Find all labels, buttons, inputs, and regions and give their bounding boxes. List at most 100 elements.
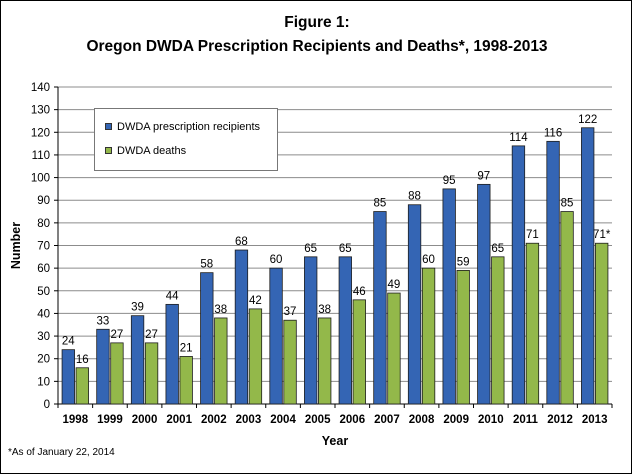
legend-label-deaths: DWDA deaths [117, 145, 187, 157]
y-tick-label: 10 [37, 376, 50, 388]
data-label-deaths: 38 [318, 304, 331, 316]
y-tick-label: 140 [31, 82, 50, 94]
bar-deaths [491, 256, 505, 405]
data-label-recipients: 65 [304, 243, 317, 255]
chart-title-line2: Oregon DWDA Prescription Recipients and … [86, 38, 548, 55]
x-tick-label: 2007 [374, 414, 400, 426]
y-tick-label: 30 [37, 331, 50, 343]
bar-recipients [130, 315, 145, 405]
data-label-recipients: 65 [339, 243, 352, 255]
x-tick-label: 2012 [547, 414, 573, 426]
data-label-deaths: 60 [422, 254, 435, 266]
data-label-deaths: 71* [593, 229, 611, 241]
data-label-deaths: 85 [561, 198, 574, 210]
data-label-deaths: 38 [214, 304, 227, 316]
bar-deaths [387, 292, 401, 405]
y-tick-label: 120 [31, 127, 50, 139]
y-tick-label: 80 [37, 218, 50, 230]
bar-recipients [511, 145, 526, 405]
bar-deaths [214, 317, 228, 405]
chart-title-line1: Figure 1: [284, 14, 350, 31]
x-tick-label: 2011 [513, 414, 539, 426]
bar-recipients [304, 256, 318, 405]
data-label-recipients: 68 [235, 236, 248, 248]
bar-deaths [318, 317, 332, 405]
data-label-deaths: 42 [249, 295, 262, 307]
legend-swatch-recipients [105, 123, 112, 130]
y-tick-label: 50 [37, 286, 50, 298]
legend: DWDA prescription recipients DWDA deaths [94, 108, 278, 171]
bar-deaths [110, 342, 124, 405]
y-tick-label: 110 [32, 150, 50, 162]
bar-recipients [234, 249, 249, 405]
data-label-deaths: 27 [145, 329, 158, 341]
y-tick-label: 20 [37, 354, 50, 366]
data-label-recipients: 39 [131, 302, 144, 314]
y-tick-label: 90 [37, 195, 50, 207]
y-tick-label: 130 [31, 105, 50, 117]
bar-deaths [248, 308, 263, 405]
data-label-deaths: 21 [180, 342, 193, 354]
y-axis-title: Number [9, 222, 23, 269]
y-tick-label: 40 [37, 308, 50, 320]
x-tick-label: 1998 [63, 414, 89, 426]
data-label-recipients: 116 [544, 127, 562, 139]
x-tick-label: 2006 [340, 414, 366, 426]
data-label-recipients: 58 [200, 259, 213, 271]
bar-recipients [546, 140, 560, 405]
bar-recipients [165, 303, 179, 405]
data-label-recipients: 114 [509, 132, 528, 144]
x-tick-label: 1999 [97, 414, 123, 426]
data-label-recipients: 24 [62, 336, 75, 348]
data-label-deaths: 27 [111, 329, 124, 341]
x-axis-title: Year [322, 434, 349, 448]
x-tick-label: 2000 [132, 414, 158, 426]
data-label-recipients: 44 [166, 290, 179, 302]
data-label-recipients: 97 [477, 170, 490, 182]
bar-recipients [477, 183, 491, 405]
bar-recipients [269, 267, 283, 405]
x-tick-label: 2005 [305, 414, 331, 426]
bar-deaths [179, 356, 193, 405]
data-label-recipients: 95 [443, 175, 456, 187]
bar-recipients [373, 211, 387, 405]
legend-label-recipients: DWDA prescription recipients [117, 121, 261, 133]
y-tick-label: 60 [37, 263, 50, 275]
data-label-recipients: 33 [97, 315, 110, 327]
y-tick-label: 70 [37, 241, 50, 253]
bar-deaths [456, 270, 470, 405]
bar-recipients [61, 349, 75, 405]
footnote: *As of January 22, 2014 [8, 447, 115, 458]
y-tick-label: 100 [31, 173, 50, 185]
bar-deaths [75, 367, 89, 405]
data-label-deaths: 37 [284, 306, 297, 318]
y-tick-label: 0 [44, 399, 50, 411]
data-label-recipients: 60 [270, 254, 283, 266]
data-label-deaths: 65 [491, 243, 504, 255]
x-tick-label: 2002 [201, 414, 227, 426]
x-tick-label: 2001 [166, 414, 192, 426]
bar-recipients [338, 256, 352, 405]
x-tick-label: 2009 [443, 414, 469, 426]
bar-deaths [144, 342, 159, 405]
data-label-recipients: 88 [408, 191, 421, 203]
data-label-deaths: 16 [76, 354, 89, 366]
bar-deaths [595, 242, 609, 405]
bar-recipients [442, 188, 456, 405]
bar-recipients [581, 127, 595, 405]
x-tick-label: 2004 [270, 414, 296, 426]
bar-deaths [421, 267, 436, 405]
x-tick-label: 2003 [236, 414, 262, 426]
x-tick-label: 2013 [582, 414, 608, 426]
x-tick-label: 2008 [409, 414, 435, 426]
legend-swatch-deaths [105, 147, 112, 154]
bar-deaths [352, 299, 366, 405]
bar-recipients [200, 272, 214, 405]
data-label-deaths: 59 [457, 256, 470, 268]
data-label-deaths: 71 [526, 229, 539, 241]
data-label-deaths: 46 [353, 286, 366, 298]
bar-recipients [96, 328, 110, 405]
data-label-recipients: 85 [374, 198, 387, 210]
bar-deaths [525, 242, 540, 405]
